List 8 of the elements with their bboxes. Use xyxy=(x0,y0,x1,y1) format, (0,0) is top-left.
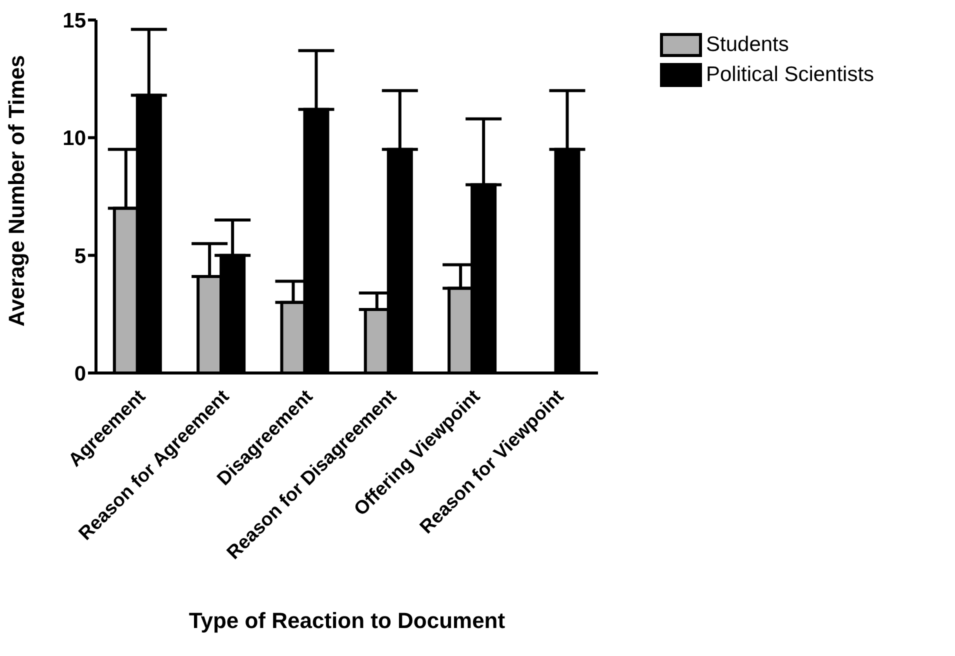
legend-label: Political Scientists xyxy=(706,63,874,87)
y-tick-label: 5 xyxy=(74,244,86,268)
y-tick-label: 15 xyxy=(62,9,86,32)
y-tick-label: 10 xyxy=(62,127,86,150)
x-axis-title: Type of Reaction to Document xyxy=(188,608,506,633)
y-tick-label: 0 xyxy=(74,362,86,386)
legend-label: Students xyxy=(706,33,789,57)
y-axis-title: Average Number of Times xyxy=(4,55,29,326)
